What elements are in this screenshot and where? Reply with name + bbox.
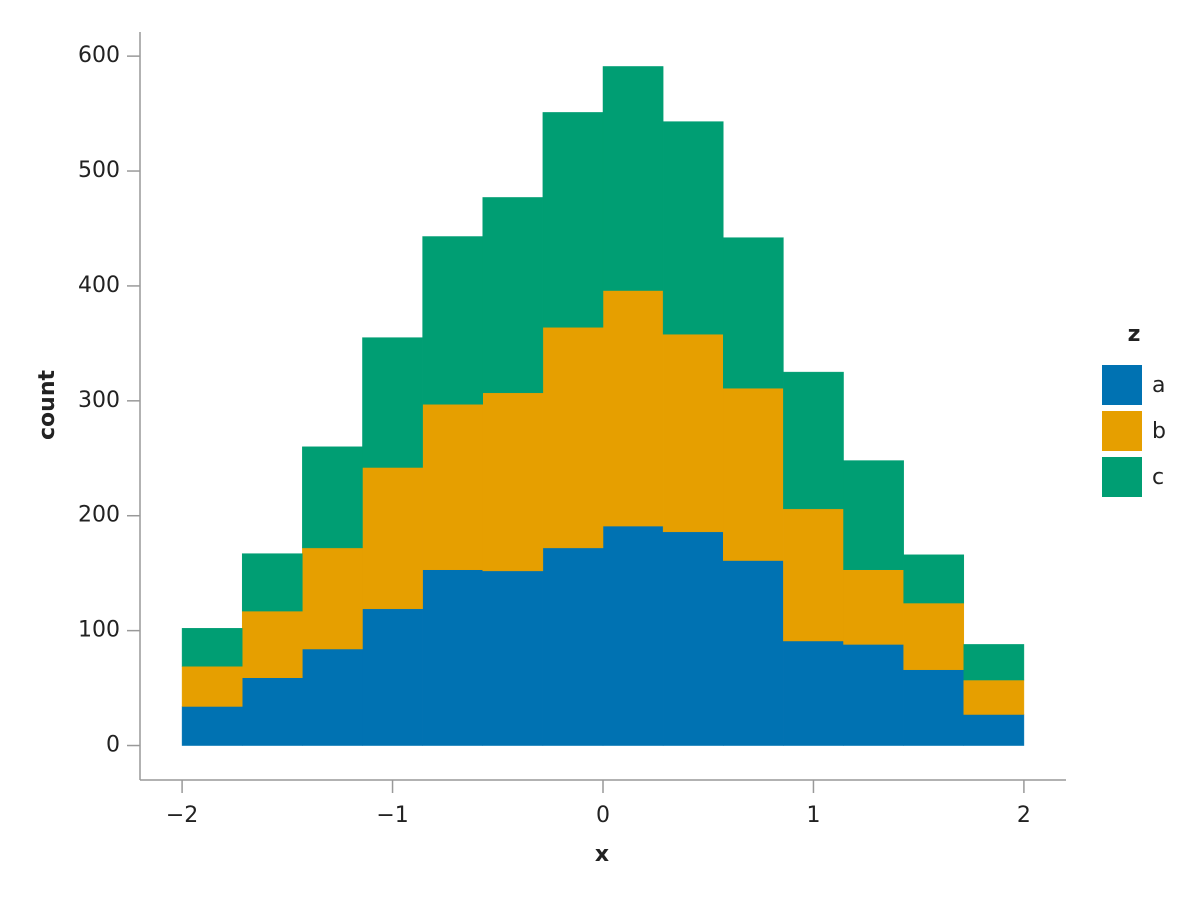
- bar: [482, 570, 544, 746]
- bar: [181, 706, 243, 746]
- bar: [181, 665, 243, 707]
- legend-label: a: [1152, 373, 1165, 398]
- bar: [422, 569, 483, 746]
- bar: [602, 66, 664, 291]
- x-tick-label: −2: [166, 803, 198, 828]
- bar: [181, 628, 243, 667]
- bar: [963, 714, 1025, 746]
- bar: [542, 547, 604, 746]
- y-tick-label: 200: [78, 503, 120, 528]
- legend-swatch: [1102, 365, 1142, 405]
- bar: [362, 608, 423, 746]
- bar: [662, 121, 724, 335]
- x-tick-label: 0: [596, 803, 610, 828]
- bar: [542, 112, 604, 328]
- y-tick-label: 300: [78, 388, 120, 413]
- bar: [302, 446, 363, 549]
- bar: [362, 467, 423, 610]
- x-tick-label: 2: [1017, 803, 1031, 828]
- bar: [783, 371, 844, 510]
- legend-swatch: [1102, 411, 1142, 451]
- y-tick-label: 100: [78, 618, 120, 643]
- legend-title: z: [1128, 322, 1141, 347]
- legend-label: b: [1152, 419, 1166, 444]
- bar: [723, 387, 784, 561]
- y-tick-label: 0: [106, 733, 120, 758]
- x-tick-label: −1: [376, 803, 408, 828]
- bar: [662, 531, 724, 746]
- bar: [903, 602, 965, 670]
- bar: [843, 569, 904, 645]
- y-tick-label: 500: [78, 158, 120, 183]
- y-tick-label: 600: [78, 43, 120, 68]
- bar: [422, 236, 483, 405]
- y-axis-label: count: [35, 370, 60, 440]
- bar: [241, 677, 303, 746]
- bar: [482, 392, 544, 572]
- bar: [843, 460, 904, 570]
- legend-label: c: [1152, 465, 1164, 490]
- x-axis-label: x: [595, 842, 609, 867]
- bar: [241, 553, 303, 612]
- bar: [602, 525, 664, 746]
- bar: [963, 644, 1025, 681]
- bar: [302, 547, 363, 650]
- bar: [903, 669, 965, 746]
- bar: [723, 237, 784, 389]
- bar: [843, 644, 904, 746]
- bar: [662, 333, 724, 533]
- bar: [302, 648, 363, 746]
- x-tick-label: 1: [806, 803, 820, 828]
- bar: [362, 337, 423, 468]
- bar: [783, 508, 844, 642]
- bar: [482, 197, 544, 394]
- y-tick-label: 400: [78, 273, 120, 298]
- bar: [903, 554, 965, 604]
- bar: [241, 610, 303, 678]
- bar: [602, 290, 664, 527]
- bar: [422, 404, 483, 570]
- bar: [723, 560, 784, 746]
- legend-swatch: [1102, 457, 1142, 497]
- bar: [542, 327, 604, 549]
- bar: [963, 679, 1025, 715]
- bar: [783, 640, 844, 746]
